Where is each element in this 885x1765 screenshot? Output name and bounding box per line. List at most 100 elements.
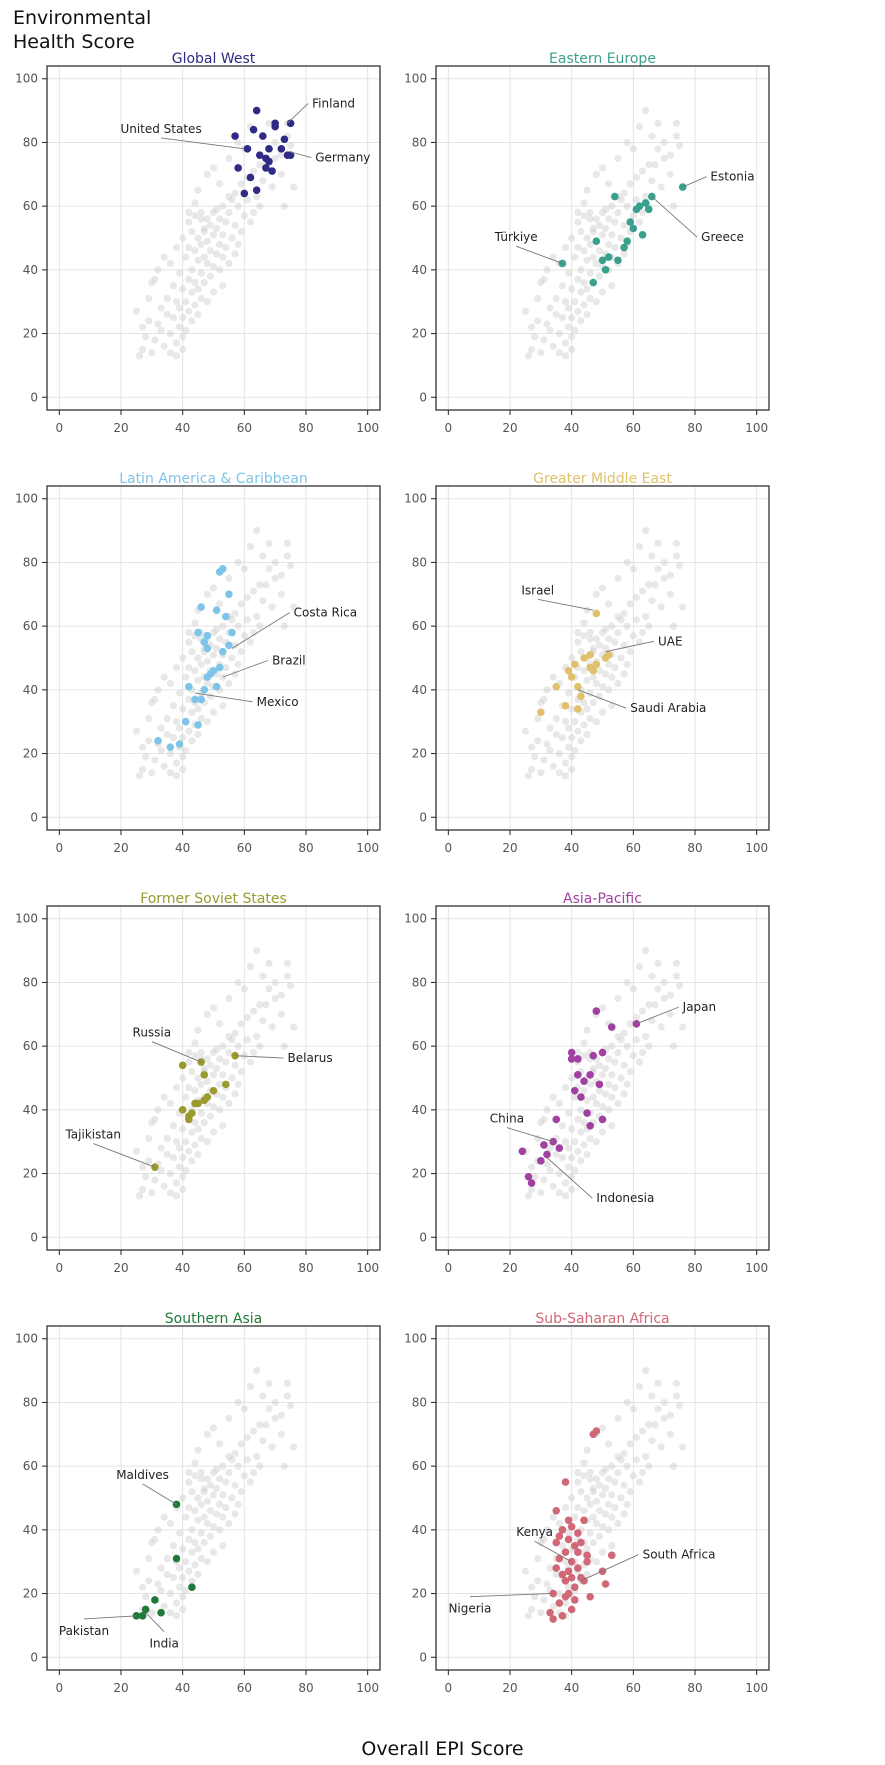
y-tick-label: 100 xyxy=(15,72,38,86)
background-point xyxy=(231,1449,239,1458)
background-point xyxy=(135,1192,144,1200)
background-point xyxy=(216,1020,224,1028)
background-point xyxy=(608,1071,616,1079)
background-point xyxy=(219,1491,227,1499)
background-point xyxy=(268,1443,276,1451)
data-point-eastern-europe xyxy=(635,202,644,210)
background-point xyxy=(228,1036,236,1044)
background-point xyxy=(283,539,292,547)
background-point xyxy=(246,638,255,646)
background-point xyxy=(259,597,267,605)
data-point-greater-middle-east xyxy=(564,666,573,675)
background-point xyxy=(571,1138,579,1146)
background-point xyxy=(197,1134,205,1143)
background-point xyxy=(561,1179,570,1187)
background-point xyxy=(166,749,174,758)
background-point xyxy=(666,170,674,178)
background-point xyxy=(608,1513,616,1521)
background-point xyxy=(561,339,570,347)
background-point xyxy=(243,1456,252,1464)
background-point xyxy=(635,1478,644,1486)
background-point xyxy=(253,1032,261,1041)
background-point xyxy=(219,622,227,630)
background-point xyxy=(568,1074,576,1082)
x-tick-label: 80 xyxy=(687,841,702,855)
y-tick-label: 0 xyxy=(419,390,427,404)
background-point xyxy=(679,603,687,611)
annotation-line xyxy=(506,1127,554,1143)
x-tick-label: 60 xyxy=(237,1261,252,1275)
background-point xyxy=(216,215,224,223)
x-axis-title: Overall EPI Score xyxy=(361,1738,524,1760)
panel-former-soviet-states: Former Soviet States 0 20 40 60 80 100 0 20 40 60 8… xyxy=(15,891,381,1275)
y-tick-label: 20 xyxy=(23,1167,38,1181)
x-tick-label: 0 xyxy=(445,841,453,855)
background-point xyxy=(160,762,168,770)
data-point-southern-asia xyxy=(138,1612,147,1620)
background-point xyxy=(191,1052,199,1060)
background-point xyxy=(571,718,579,726)
data-point-asia-pacific xyxy=(595,1080,604,1089)
data-point-sub-saharan-africa xyxy=(552,1506,561,1515)
data-point-sub-saharan-africa xyxy=(570,1541,579,1550)
background-point xyxy=(169,734,178,742)
background-point xyxy=(543,320,551,328)
background-point xyxy=(200,1513,208,1521)
background-point xyxy=(574,1115,582,1124)
background-point xyxy=(194,234,202,242)
background-point xyxy=(290,183,298,191)
data-point-asia-pacific xyxy=(567,1055,576,1063)
background-point xyxy=(280,1042,289,1050)
annotation-line xyxy=(605,640,655,653)
background-point xyxy=(182,253,190,261)
data-point-sub-saharan-africa xyxy=(558,1612,567,1620)
background-point xyxy=(620,189,628,198)
background-point xyxy=(231,221,239,229)
background-point xyxy=(138,345,147,354)
background-point xyxy=(660,154,668,162)
data-point-latin-america-caribbean xyxy=(200,686,209,694)
background-point xyxy=(243,1013,252,1022)
background-point xyxy=(172,243,181,252)
background-point xyxy=(632,616,641,624)
data-point-latin-america-caribbean xyxy=(154,737,162,745)
background-point xyxy=(191,1141,199,1149)
background-point xyxy=(549,673,557,681)
background-point xyxy=(666,151,674,159)
background-point xyxy=(648,972,656,980)
data-point-greater-middle-east xyxy=(580,654,588,662)
background-point xyxy=(614,1032,622,1041)
data-point-greater-middle-east xyxy=(574,682,582,691)
x-tick-label: 40 xyxy=(175,1261,190,1275)
background-point xyxy=(561,759,570,767)
background-point xyxy=(605,660,613,668)
background-point xyxy=(166,329,174,338)
background-point xyxy=(537,1189,545,1197)
background-point xyxy=(271,574,279,582)
background-point xyxy=(228,654,236,662)
background-point xyxy=(182,1513,190,1521)
y-tick-label: 100 xyxy=(15,912,38,926)
data-point-southern-asia xyxy=(172,1554,181,1563)
data-point-sub-saharan-africa xyxy=(583,1557,591,1566)
background-point xyxy=(642,526,650,535)
background-point xyxy=(225,154,233,162)
background-point xyxy=(675,982,684,990)
background-point xyxy=(586,1500,594,1508)
background-point xyxy=(240,565,248,573)
background-point xyxy=(645,1042,653,1050)
background-point xyxy=(555,749,563,758)
data-point-latin-america-caribbean xyxy=(212,682,221,691)
background-point xyxy=(574,1503,582,1512)
annotation-line xyxy=(537,598,594,611)
background-point xyxy=(206,1061,215,1069)
background-point xyxy=(666,1411,674,1419)
background-point xyxy=(249,1468,258,1477)
y-tick-label: 100 xyxy=(404,492,427,506)
background-point xyxy=(623,660,631,668)
background-point xyxy=(185,1535,193,1544)
background-point xyxy=(138,1185,147,1194)
data-point-southern-asia xyxy=(151,1596,159,1604)
background-point xyxy=(212,1045,221,1053)
data-point-sub-saharan-africa xyxy=(577,1538,585,1547)
